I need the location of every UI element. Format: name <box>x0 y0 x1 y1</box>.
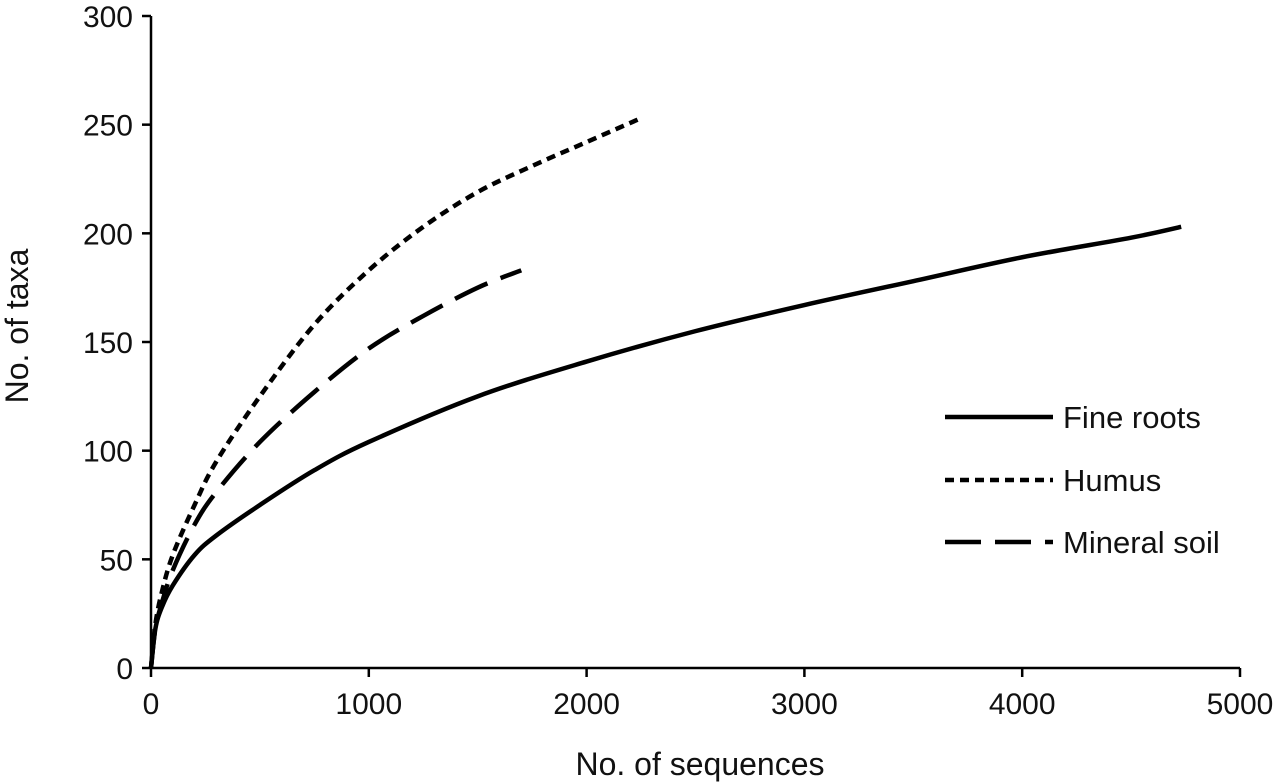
x-tick-label: 5000 <box>1207 688 1274 721</box>
x-tick-label: 1000 <box>335 688 402 721</box>
legend-label-humus: Humus <box>1063 463 1161 498</box>
x-tick-label: 3000 <box>771 688 838 721</box>
series-line-humus <box>148 116 642 669</box>
x-tick-label: 4000 <box>989 688 1056 721</box>
series-line-mineral-soil <box>148 268 523 669</box>
y-tick-label: 300 <box>83 1 133 34</box>
y-tick-label: 0 <box>116 653 133 686</box>
legend: Fine roots Humus Mineral soil <box>945 400 1220 560</box>
legend-label-mineral-soil: Mineral soil <box>1063 525 1220 560</box>
y-tick-label: 50 <box>100 544 133 577</box>
series-line-fine-roots <box>148 224 1182 669</box>
y-ticks: 0 50 100 150 200 250 300 <box>83 1 151 686</box>
x-axis-title: No. of sequences <box>575 746 824 782</box>
y-axis-title: No. of taxa <box>0 248 35 403</box>
legend-label-fine-roots: Fine roots <box>1063 400 1201 435</box>
x-tick-label: 2000 <box>553 688 620 721</box>
y-tick-label: 250 <box>83 110 133 143</box>
y-tick-label: 200 <box>83 218 133 251</box>
x-tick-label: 0 <box>143 688 160 721</box>
axes: 0 1000 2000 3000 4000 5000 0 50 100 150 200 250 300 <box>83 1 1273 721</box>
y-tick-label: 150 <box>83 327 133 360</box>
y-tick-label: 100 <box>83 436 133 469</box>
x-ticks: 0 1000 2000 3000 4000 5000 <box>143 668 1274 721</box>
series-layer <box>148 116 1182 669</box>
